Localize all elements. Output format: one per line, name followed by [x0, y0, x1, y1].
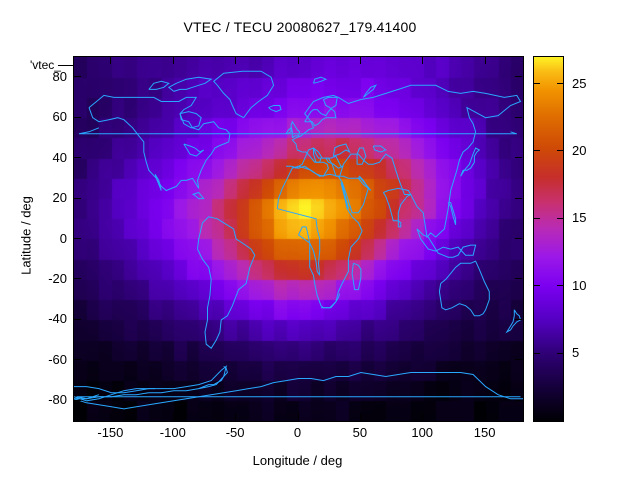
- y-tick-mark: [515, 238, 522, 239]
- y-tick-mark: [74, 76, 81, 78]
- colorbar-tick-mark: [557, 285, 563, 287]
- y-tick-mark: [515, 76, 522, 78]
- y-tick-label: -60: [48, 351, 67, 367]
- colorbar-tick-mark: [534, 285, 540, 287]
- x-tick-mark: [235, 57, 237, 64]
- page-title: VTEC / TECU 20080627_179.41400: [183, 19, 417, 35]
- x-tick-label: 50: [352, 425, 368, 440]
- y-tick-mark: [74, 359, 81, 361]
- y-tick-label: 60: [52, 109, 67, 125]
- y-tick-mark: [74, 197, 81, 199]
- colorbar-tick-mark: [534, 217, 540, 219]
- x-axis-title: Longitude / deg: [252, 453, 343, 468]
- vtec-heatmap: [74, 57, 523, 421]
- colorbar: [533, 56, 564, 422]
- x-tick-mark: [359, 57, 361, 64]
- colorbar-tick-mark: [557, 352, 563, 354]
- y-tick-label: 0: [59, 230, 67, 246]
- colorbar-tick-label: 20: [572, 142, 587, 158]
- y-tick-mark: [515, 157, 522, 159]
- y-tick-mark: [74, 318, 81, 320]
- x-tick-mark: [172, 57, 174, 64]
- colorbar-tick-mark: [534, 150, 540, 152]
- x-tick-label: 100: [411, 425, 434, 440]
- x-tick-mark: [172, 413, 174, 420]
- x-tick-label: 0: [293, 425, 302, 440]
- colorbar-tick-label: 5: [572, 345, 580, 361]
- colorbar-tick-mark: [557, 217, 563, 219]
- x-tick-mark: [484, 413, 486, 420]
- colorbar-tick-mark: [557, 83, 563, 84]
- x-tick-mark: [110, 413, 112, 420]
- x-tick-mark: [422, 413, 424, 420]
- y-tick-mark: [515, 318, 522, 320]
- x-tick-mark: [297, 57, 299, 64]
- colorbar-gradient: [534, 57, 563, 421]
- x-tick-label: -100: [159, 425, 186, 440]
- colorbar-tick-label: 25: [572, 75, 587, 91]
- x-tick-mark: [484, 57, 486, 64]
- heatmap-plot-area: [73, 56, 524, 422]
- x-tick-label: 150: [473, 425, 496, 440]
- colorbar-tick-label: 10: [572, 277, 587, 293]
- y-tick-mark: [74, 157, 81, 159]
- colorbar-tick-mark: [534, 352, 540, 354]
- y-tick-mark: [74, 238, 81, 239]
- y-tick-label: 20: [52, 190, 67, 206]
- y-tick-label: -20: [48, 270, 67, 286]
- plot-key-line-sample: [58, 65, 73, 66]
- y-tick-mark: [515, 116, 522, 118]
- y-tick-label: -80: [48, 392, 67, 408]
- x-tick-label: -150: [97, 425, 124, 440]
- y-tick-label: -40: [48, 311, 67, 327]
- x-tick-mark: [422, 57, 424, 64]
- colorbar-tick-label: 15: [572, 210, 587, 226]
- x-tick-label: -50: [225, 425, 245, 440]
- plot-key-label: 'vtec_: [30, 58, 61, 72]
- x-tick-mark: [110, 57, 112, 64]
- y-tick-mark: [74, 116, 81, 118]
- y-tick-mark: [74, 399, 81, 401]
- y-tick-mark: [515, 399, 522, 401]
- x-tick-mark: [235, 413, 237, 420]
- y-tick-mark: [515, 197, 522, 199]
- y-tick-mark: [515, 278, 522, 280]
- x-tick-mark: [359, 413, 361, 420]
- x-tick-mark: [297, 413, 299, 420]
- y-tick-label: 80: [52, 68, 67, 84]
- colorbar-tick-mark: [557, 150, 563, 152]
- y-tick-mark: [515, 359, 522, 361]
- y-tick-mark: [74, 278, 81, 280]
- y-axis-title: Latitude / deg: [18, 196, 34, 275]
- y-tick-label: 40: [52, 149, 67, 165]
- colorbar-tick-mark: [534, 83, 540, 84]
